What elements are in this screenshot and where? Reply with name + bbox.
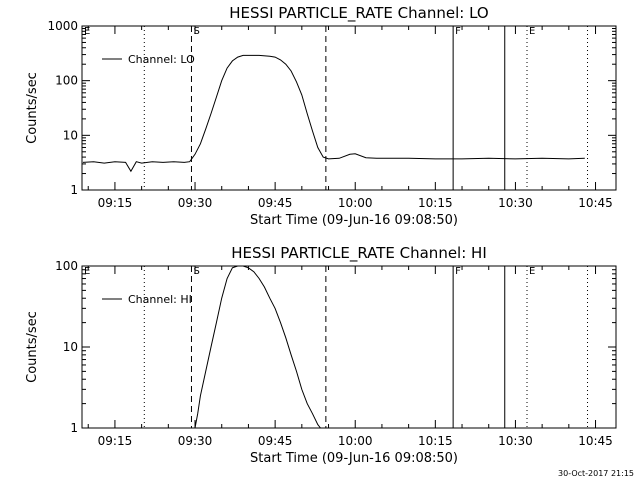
x-tick-label: 10:30 xyxy=(498,434,533,448)
footer-timestamp: 30-Oct-2017 21:15 xyxy=(558,469,634,478)
x-tick-label: 10:15 xyxy=(418,196,453,210)
marker-label: E xyxy=(529,26,535,37)
x-tick-label: 10:00 xyxy=(338,196,373,210)
x-tick-label: 09:30 xyxy=(178,196,213,210)
y-tick-label: 1000 xyxy=(47,19,78,33)
chart-title: HESSI PARTICLE_RATE Channel: LO xyxy=(229,4,488,23)
x-tick-label: 09:45 xyxy=(258,434,293,448)
x-tick-label: 09:15 xyxy=(98,196,133,210)
y-tick-label: 100 xyxy=(55,74,78,88)
y-axis-label: Counts/sec xyxy=(25,311,40,383)
legend-label: Channel: LO xyxy=(128,53,195,66)
marker-label: F xyxy=(455,266,461,277)
x-tick-label: 09:30 xyxy=(178,434,213,448)
y-tick-label: 1 xyxy=(70,421,78,435)
x-tick-label: 10:30 xyxy=(498,196,533,210)
y-tick-label: 10 xyxy=(63,128,78,142)
marker-label: S xyxy=(193,26,199,37)
marker-label: S xyxy=(193,266,199,277)
y-tick-label: 10 xyxy=(63,340,78,354)
plot-frame xyxy=(81,25,617,191)
y-tick-label: 100 xyxy=(55,259,78,273)
x-tick-label: 10:45 xyxy=(578,434,613,448)
y-tick-label: 1 xyxy=(70,183,78,197)
x-tick-label: 10:00 xyxy=(338,434,373,448)
series-line xyxy=(82,54,585,173)
legend-label: Channel: HI xyxy=(128,293,192,306)
x-tick-label: 09:15 xyxy=(98,434,133,448)
y-axis-label: Counts/sec xyxy=(25,72,40,144)
x-tick-label: 10:45 xyxy=(578,196,613,210)
panel-lo: HESSI PARTICLE_RATE Channel: LO 1 10 100 100… xyxy=(25,4,617,228)
panel-hi: HESSI PARTICLE_RATE Channel: HI 1 10 100 09:… xyxy=(25,244,617,466)
series-line xyxy=(194,265,321,429)
marker-label: E xyxy=(84,26,90,37)
marker-label: F xyxy=(455,26,461,37)
x-axis-label: Start Time (09-Jun-16 09:08:50) xyxy=(250,451,458,466)
chart-title: HESSI PARTICLE_RATE Channel: HI xyxy=(231,244,487,263)
marker-label: E xyxy=(84,266,90,277)
x-tick-label: 09:45 xyxy=(258,196,293,210)
plot-frame xyxy=(81,265,617,429)
marker-label: E xyxy=(529,266,535,277)
x-axis-label: Start Time (09-Jun-16 09:08:50) xyxy=(250,213,458,228)
x-tick-label: 10:15 xyxy=(418,434,453,448)
